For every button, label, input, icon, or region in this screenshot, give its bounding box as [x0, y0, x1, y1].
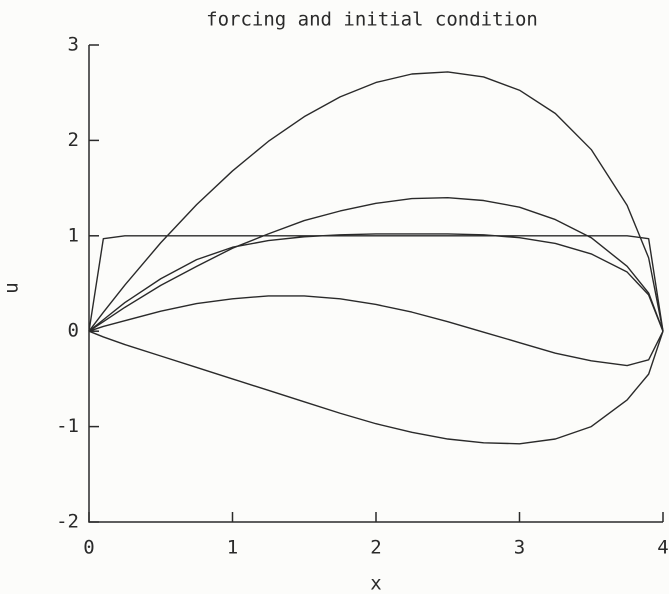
y-axis-label: u: [1, 282, 23, 293]
line-series: [88, 295, 664, 367]
line-series: [88, 196, 664, 332]
y-tick-label: 2: [68, 129, 79, 151]
x-tick-label: 2: [370, 537, 381, 559]
x-tick-label: 1: [227, 537, 238, 559]
x-axis-label: x: [370, 573, 381, 594]
axes: [88, 45, 663, 523]
y-tick-label: 0: [68, 320, 79, 342]
y-tick-label: -1: [56, 415, 79, 437]
y-tick-label: -2: [56, 511, 79, 533]
line-series: [88, 233, 664, 332]
line-series: [88, 330, 664, 445]
y-tick-label: 3: [68, 34, 79, 56]
y-tick-label: 1: [68, 224, 79, 246]
chart-title: forcing and initial condition: [206, 9, 538, 31]
x-tick-label: 3: [514, 537, 525, 559]
x-tick-label: 4: [657, 537, 668, 559]
line-series: [88, 71, 664, 332]
x-tick-label: 0: [83, 537, 94, 559]
line-series: [88, 235, 664, 332]
